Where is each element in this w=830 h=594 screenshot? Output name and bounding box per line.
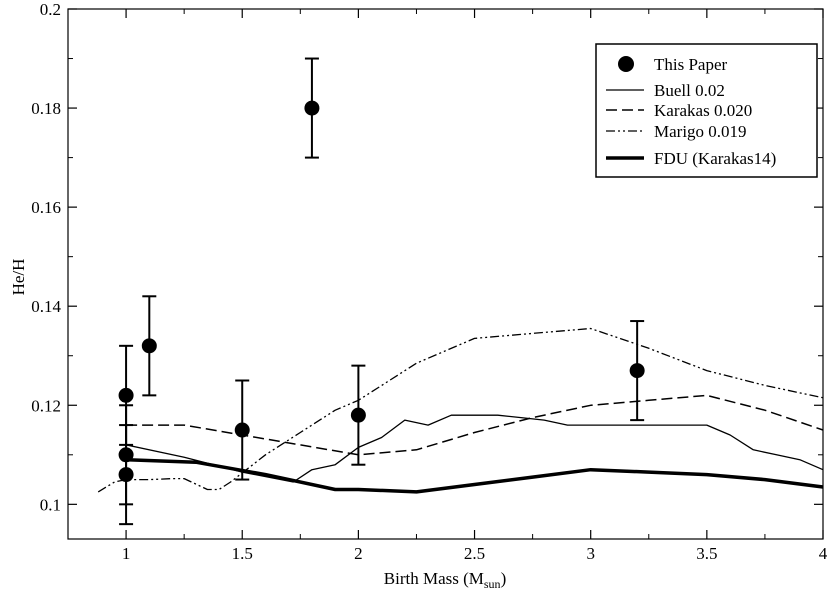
series-line-marigo-0-019 [97,327,824,493]
data-point [350,407,366,423]
data-point [304,100,320,116]
ticks-layer: 1 1.5 2 2.5 3 3.5 4 0.1 0.12 0.14 0.16 0.18 0.2 [31,0,828,563]
x-tick-label: 1 [122,544,131,563]
data-point [234,422,250,438]
x-axis-label: Birth Mass (Msun) [384,569,506,591]
y-tick-label: 0.18 [31,99,61,118]
x-tick-label: 4 [819,544,828,563]
legend-marker-this-paper [618,56,634,72]
data-point [118,467,134,483]
x-tick-label: 3.5 [696,544,717,563]
x-tick-label: 3 [586,544,595,563]
legend: This Paper Buell 0.02 Karakas 0.020 Mari… [595,43,818,178]
y-tick-label: 0.16 [31,198,61,217]
series-line-fdu-karakas14 [126,457,824,494]
plot-frame [67,8,824,540]
legend-label-this-paper: This Paper [654,55,728,74]
data-point [118,387,134,403]
series-line-buell-0-02 [125,414,824,483]
legend-label-fdu: FDU (Karakas14) [654,149,776,168]
x-tick-label: 2.5 [464,544,485,563]
y-tick-label: 0.12 [31,396,61,415]
legend-label-marigo: Marigo 0.019 [654,122,747,141]
x-tick-label: 1.5 [232,544,253,563]
legend-label-buell: Buell 0.02 [654,81,725,100]
y-tick-label: 0.14 [31,297,61,316]
data-point [141,338,157,354]
y-axis-label: He/H [9,259,28,296]
data-point [629,363,645,379]
points-layer [118,57,645,526]
x-tick-label: 2 [354,544,363,563]
y-tick-label: 0.1 [40,495,61,514]
legend-label-karakas: Karakas 0.020 [654,101,752,120]
y-tick-label: 0.2 [40,0,61,19]
